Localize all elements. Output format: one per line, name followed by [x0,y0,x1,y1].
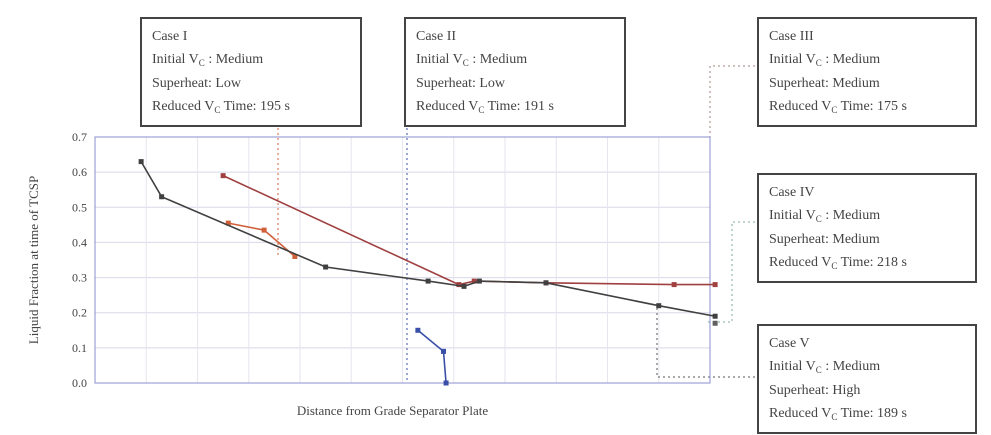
data-point [712,320,718,326]
initial-vc: Initial VC : Medium [769,359,881,375]
data-point [461,283,467,289]
y-tick-label: 0.2 [72,306,87,320]
case-title: Case IV [769,185,815,200]
y-axis-ticks: 0.0 0.1 0.2 0.3 0.4 0.5 0.6 0.7 [72,130,87,390]
data-point [138,159,144,165]
data-point [712,313,718,319]
data-point [261,227,267,233]
series-group [138,159,718,386]
series-line-case2 [417,329,447,384]
y-tick-label: 0.1 [72,341,87,355]
y-tick-label: 0.0 [72,376,87,390]
data-point [456,282,462,288]
data-point [220,173,226,179]
reduced-vc-time: Reduced VC Time: 175 s [769,99,907,115]
reduced-vc-time: Reduced VC Time: 189 s [769,406,907,422]
initial-vc: Initial VC : Medium [769,52,881,68]
data-point [656,303,662,309]
data-point [292,253,298,259]
case-title: Case III [769,29,814,44]
initial-vc: Initial VC : Medium [152,52,264,68]
superheat: Superheat: Low [416,76,506,91]
series-case1 [225,220,298,259]
plot-area [94,136,711,384]
case-2-callout: Case II Initial VC : Medium Superheat: L… [404,17,626,127]
reduced-vc-time: Reduced VC Time: 195 s [152,99,290,115]
case-title: Case I [152,29,188,44]
data-point [443,380,449,386]
data-point [543,280,549,286]
case-5-callout: Case V Initial VC : Medium Superheat: Hi… [757,324,977,434]
case-1-callout: Case I Initial VC : Medium Superheat: Lo… [140,17,362,127]
data-point [471,278,477,284]
series-line-case4 [140,161,716,318]
y-axis-label: Liquid Fraction at time of TCSP [26,176,41,344]
initial-vc: Initial VC : Medium [416,52,528,68]
case-title: Case V [769,336,810,351]
case-4-callout: Case IV Initial VC : Medium Superheat: M… [757,173,977,283]
y-tick-label: 0.4 [72,235,87,249]
series-line-case3 [222,174,716,286]
x-axis-label: Distance from Grade Separator Plate [297,403,489,418]
superheat: Superheat: Medium [769,76,880,91]
superheat: Superheat: Medium [769,232,880,247]
y-tick-label: 0.5 [72,200,87,214]
data-point [441,348,446,354]
case-4-connector [706,221,755,323]
data-point [323,264,329,270]
y-tick-label: 0.6 [72,165,87,179]
data-point [476,278,482,284]
case-title: Case II [416,29,457,44]
y-tick-label: 0.7 [72,130,87,144]
reduced-vc-time: Reduced VC Time: 191 s [416,99,554,115]
initial-vc: Initial VC : Medium [769,208,881,224]
data-point [225,220,231,226]
superheat: Superheat: Low [152,76,242,91]
series-case4 [138,159,718,319]
superheat: Superheat: High [769,383,861,398]
series-case5 [712,320,718,326]
grid [95,136,710,384]
case-5-connector [656,306,755,378]
data-point [671,282,677,288]
case-3-callout: Case III Initial VC : Medium Superheat: … [757,17,977,127]
data-point [415,327,421,333]
data-point [712,282,718,288]
series-case2 [415,327,449,386]
data-point [425,278,431,284]
case-3-connector [709,65,755,285]
reduced-vc-time: Reduced VC Time: 218 s [769,255,907,271]
y-tick-label: 0.3 [72,271,87,285]
series-case3 [220,173,718,288]
data-point [159,194,165,200]
